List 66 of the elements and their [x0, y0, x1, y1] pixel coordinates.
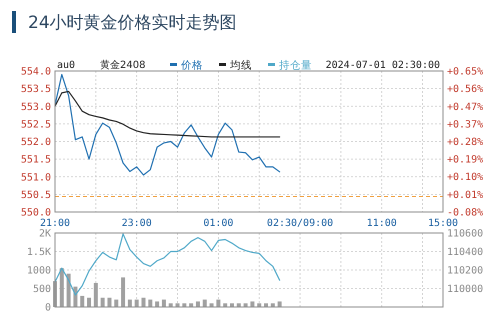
bar	[80, 296, 84, 307]
bar	[87, 298, 92, 307]
y-tick-label: 554.0	[20, 66, 51, 78]
y-tick-label: 552.5	[20, 119, 51, 130]
x-tick-label: 21:00	[40, 218, 70, 229]
y2-tick-label: 110400	[447, 247, 484, 258]
y2-tick-label: +0.01%	[447, 190, 484, 201]
legend-item: 持仓量	[268, 60, 312, 72]
y2-tick-label: 110200	[447, 266, 484, 276]
bar	[121, 277, 126, 307]
y2-tick-label: +0.28%	[447, 137, 484, 148]
annotation: 2024-07-01 02:30:00	[326, 60, 440, 71]
y2-tick-label: +0.65%	[447, 66, 484, 78]
bar	[94, 282, 98, 307]
bar	[216, 300, 220, 307]
y-tick-label: 550.0	[20, 208, 51, 218]
bar	[66, 274, 71, 307]
legend-label: 持仓量	[279, 60, 312, 72]
bar	[250, 301, 254, 307]
y-tick-label: 550.5	[20, 190, 51, 201]
annotation: 黄金2408	[100, 59, 146, 71]
y-tick-label: 1000	[26, 266, 51, 276]
x-tick-label: 01:00	[203, 218, 234, 229]
x-tick-label: 23:00	[122, 218, 152, 229]
y2-tick-label: +0.56%	[447, 84, 484, 96]
y-tick-label: 0	[44, 302, 51, 314]
y-tick-label: 553.5	[20, 84, 51, 96]
y-tick-label: 551.0	[20, 172, 51, 184]
bar	[196, 301, 200, 307]
x-tick-label: 11:00	[366, 218, 397, 229]
bar	[100, 298, 105, 307]
x-tick-label: 15:00	[428, 218, 458, 229]
bar	[202, 300, 207, 307]
legend-item: 价格	[170, 60, 203, 72]
bar	[114, 300, 118, 307]
legend-label: 价格	[180, 60, 203, 72]
y2-tick-label: -0.08%	[447, 208, 484, 218]
bar	[162, 300, 166, 307]
bar	[278, 301, 282, 307]
y-tick-label: 552.0	[20, 137, 51, 148]
x-tick-label: 02:30/09:00	[266, 218, 334, 229]
chart-title: 24小时黄金价格实时走势图	[28, 13, 237, 33]
legend-item: 均线	[219, 60, 252, 72]
y-tick-label: 500	[32, 284, 51, 295]
y-tick-label: 551.5	[20, 154, 51, 166]
y-tick-label: 1.5K	[26, 247, 51, 258]
line-series	[54, 233, 280, 296]
bar	[155, 301, 160, 307]
y2-tick-label: 110600	[447, 228, 484, 240]
y2-tick-label: +0.47%	[447, 102, 484, 113]
bar	[128, 300, 132, 307]
y-tick-label: 2K	[38, 228, 51, 240]
bar	[60, 268, 64, 307]
bar	[141, 298, 146, 307]
line-series	[54, 74, 280, 176]
y2-tick-label: +0.10%	[447, 172, 484, 184]
line-series	[54, 90, 280, 138]
legend-label: 均线	[229, 58, 252, 72]
y2-tick-label: 110000	[447, 284, 484, 295]
annotation: au0	[57, 60, 76, 71]
y2-tick-label: +0.19%	[447, 154, 484, 166]
y2-tick-label: +0.37%	[447, 119, 484, 130]
y-tick-label: 553.0	[20, 102, 51, 113]
bar	[107, 298, 112, 307]
bar	[134, 300, 139, 307]
bar	[148, 300, 152, 307]
